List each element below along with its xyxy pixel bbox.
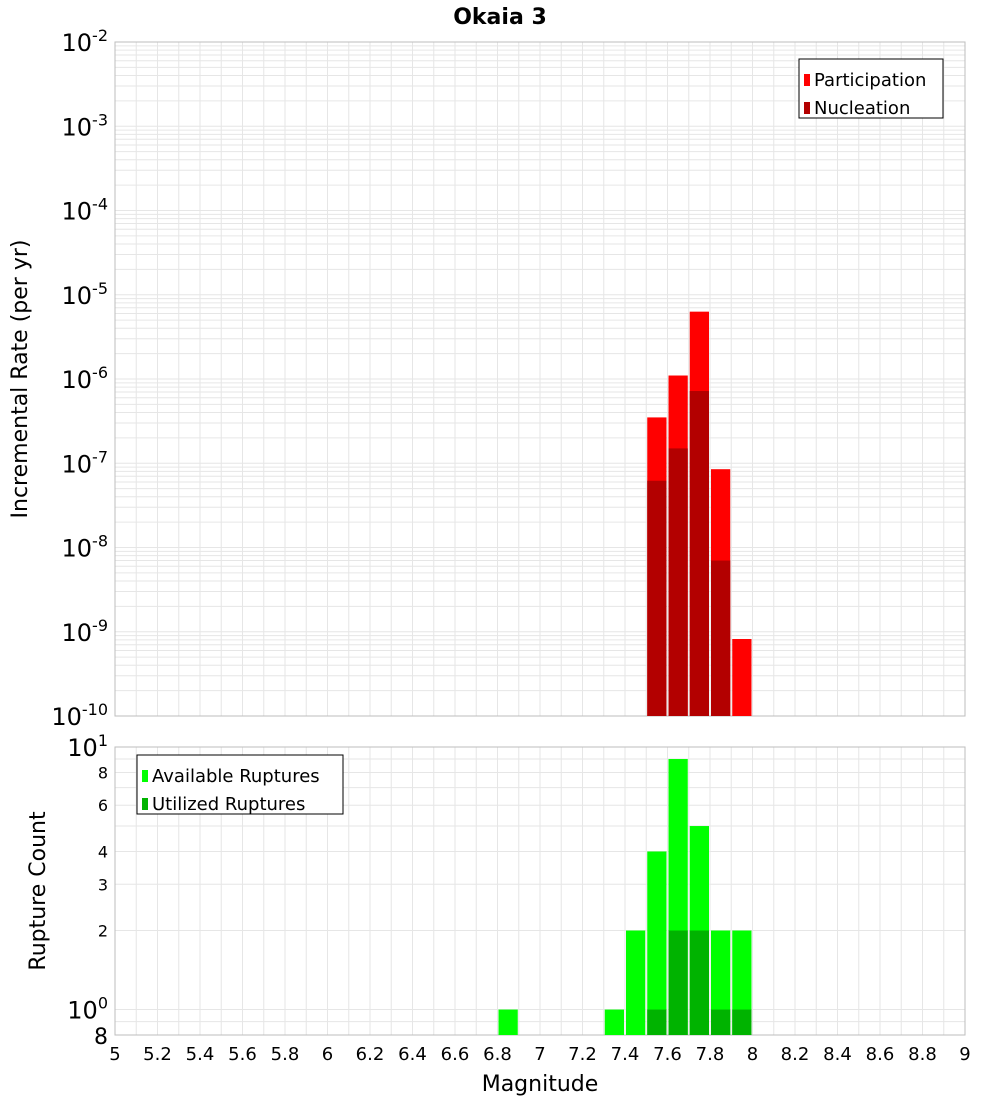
bottom-y-tick-label-base: 10	[67, 734, 98, 762]
top-y-tick-label-exponent: -8	[92, 532, 108, 551]
x-tick-label: 6.8	[483, 1044, 512, 1065]
x-tick-label: 5	[109, 1044, 120, 1065]
bottom-bar-available-ruptures	[626, 930, 646, 1035]
top-y-tick-label-base: 10	[62, 282, 93, 310]
top-y-tick-label-exponent: -2	[92, 26, 108, 45]
top-y-tick-label-exponent: -5	[92, 279, 108, 298]
bottom-plot-frame	[114, 746, 966, 1036]
top-y-tick-label: 10-2	[62, 26, 109, 57]
bottom-bar-available-ruptures	[647, 851, 667, 1035]
top-legend-swatch	[804, 102, 810, 114]
x-tick-label: 8.4	[823, 1044, 852, 1065]
top-y-tick-label-base: 10	[62, 113, 93, 141]
bottom-bar-available-ruptures	[711, 930, 731, 1035]
x-tick-label: 5.2	[143, 1044, 172, 1065]
top-legend-box	[798, 58, 944, 119]
x-tick-label: 6	[322, 1044, 333, 1065]
bottom-bar-utilized-ruptures	[711, 1009, 731, 1035]
top-y-tick-label-base: 10	[62, 366, 93, 394]
top-bar-nucleation	[689, 391, 709, 716]
bottom-bar-available-ruptures	[498, 1009, 518, 1035]
bottom-y-tick-label: 8	[98, 763, 108, 782]
top-legend-swatch	[804, 74, 810, 86]
top-y-tick-label: 10-8	[62, 532, 109, 563]
x-tick-label: 5.6	[228, 1044, 257, 1065]
x-tick-label: 5.8	[271, 1044, 300, 1065]
bottom-legend-box	[136, 754, 344, 815]
top-y-tick-label-exponent: -7	[92, 447, 108, 466]
bottom-y-tick-label-base: 10	[67, 997, 98, 1025]
top-legend-label: Nucleation	[814, 98, 910, 119]
top-y-tick-label-exponent: -10	[82, 700, 108, 719]
bottom-legend-label: Utilized Ruptures	[152, 794, 305, 815]
bottom-y-tick-label-exponent: 1	[98, 731, 108, 750]
bottom-legend-label: Available Ruptures	[152, 766, 320, 787]
top-y-tick-label-exponent: -9	[92, 616, 108, 635]
top-y-tick-label-base: 10	[62, 535, 93, 563]
bottom-y-tick-label: 2	[98, 922, 108, 941]
bottom-bars	[498, 759, 752, 1035]
bottom-y-tick-label: 8	[94, 1025, 108, 1050]
chart-title: Okaia 3	[453, 5, 547, 30]
top-y-tick-label: 10-6	[62, 363, 109, 394]
bottom-bar-utilized-ruptures	[689, 930, 709, 1035]
bottom-y-tick-label: 6	[98, 796, 108, 815]
bottom-y-tick-label: 100	[67, 994, 108, 1025]
x-tick-label: 5.4	[186, 1044, 215, 1065]
bottom-legend: Available Ruptures Utilized Ruptures	[136, 754, 344, 815]
x-tick-label: 8.8	[908, 1044, 937, 1065]
top-y-tick-label: 10-9	[62, 616, 109, 647]
bottom-y-tick-label: 3	[98, 875, 108, 894]
bottom-bar-utilized-ruptures	[668, 930, 688, 1035]
top-bar-nucleation	[711, 560, 731, 716]
x-tick-label: 7	[534, 1044, 545, 1065]
top-y-tick-label-exponent: -4	[92, 195, 108, 214]
bottom-y-tick-label: 4	[98, 842, 108, 861]
x-tick-label: 7.2	[568, 1044, 597, 1065]
x-tick-label: 8	[747, 1044, 758, 1065]
top-y-tick-label-exponent: -6	[92, 363, 108, 382]
top-legend: Participation Nucleation	[798, 58, 944, 119]
top-y-tick-label-base: 10	[51, 703, 82, 731]
x-tick-label: 6.6	[441, 1044, 470, 1065]
top-y-tick-label: 10-3	[62, 110, 109, 141]
top-y-tick-label-base: 10	[62, 619, 93, 647]
top-y-tick-label: 10-7	[62, 447, 109, 478]
x-tick-label: 8.6	[866, 1044, 895, 1065]
top-y-tick-label-base: 10	[62, 198, 93, 226]
top-bar-nucleation	[647, 480, 667, 716]
top-grid	[114, 41, 966, 717]
top-plot-frame	[114, 41, 966, 717]
bottom-y-tick-label: 101	[67, 731, 108, 762]
bottom-bar-available-ruptures	[732, 930, 752, 1035]
top-y-tick-label: 10-10	[51, 700, 108, 731]
bottom-legend-swatch	[142, 798, 148, 810]
top-y-tick-label-base: 10	[62, 450, 93, 478]
top-y-axis-label: Incremental Rate (per yr)	[8, 240, 33, 519]
x-tick-label: 9	[959, 1044, 970, 1065]
x-axis-label: Magnitude	[482, 1072, 599, 1097]
bottom-y-tick-label-exponent: 0	[98, 994, 108, 1013]
x-tick-label: 7.8	[696, 1044, 725, 1065]
x-tick-label: 7.4	[611, 1044, 640, 1065]
bottom-bar-utilized-ruptures	[647, 1009, 667, 1035]
top-bar-nucleation	[668, 448, 688, 716]
x-tick-label: 6.2	[356, 1044, 385, 1065]
top-y-tick-label-base: 10	[62, 29, 93, 57]
bottom-bar-utilized-ruptures	[732, 1009, 752, 1035]
bottom-bar-available-ruptures	[604, 1009, 624, 1035]
top-y-tick-label: 10-5	[62, 279, 109, 310]
x-tick-label: 8.2	[781, 1044, 810, 1065]
top-y-tick-label-exponent: -3	[92, 110, 108, 129]
bottom-y-axis-label: Rupture Count	[26, 811, 51, 971]
top-bars	[647, 311, 752, 716]
top-bar-participation	[732, 639, 752, 716]
x-tick-label: 6.4	[398, 1044, 427, 1065]
top-y-tick-label: 10-4	[62, 195, 109, 226]
top-legend-label: Participation	[814, 70, 926, 91]
bottom-legend-swatch	[142, 770, 148, 782]
x-tick-label: 7.6	[653, 1044, 682, 1065]
